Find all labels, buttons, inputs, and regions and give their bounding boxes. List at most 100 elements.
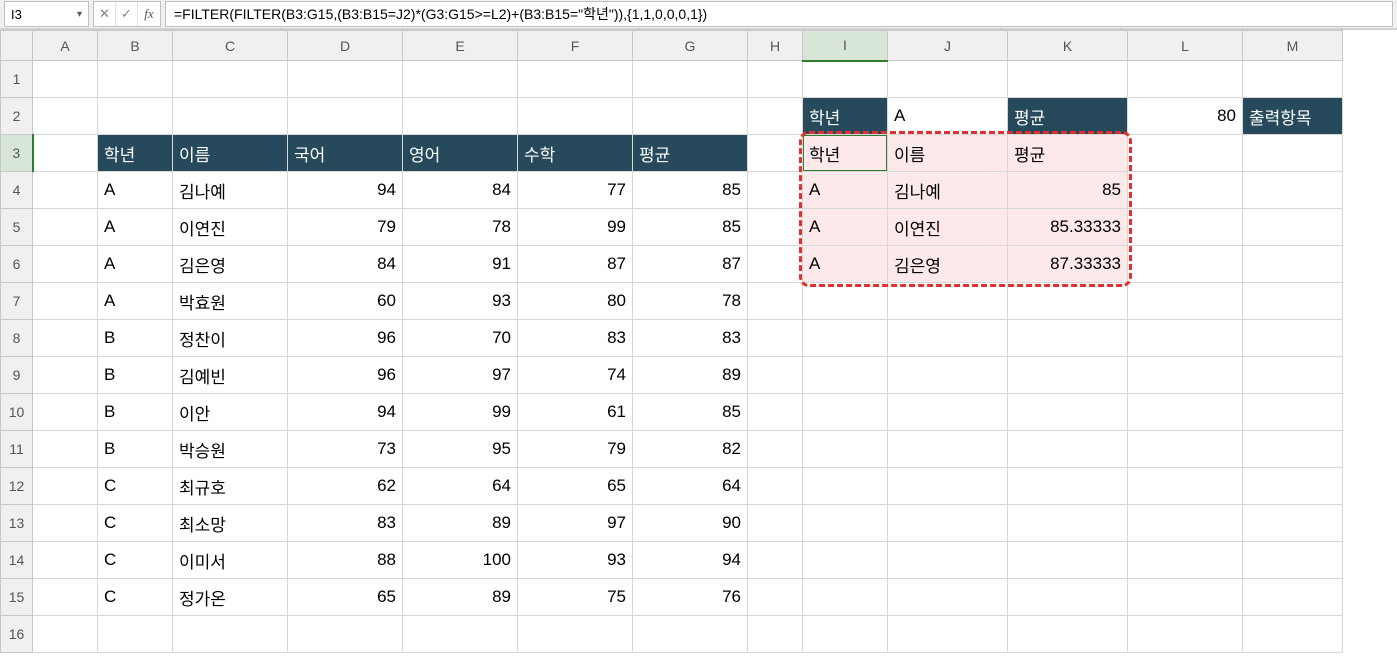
cell[interactable]: 영어 [403,135,518,172]
cell[interactable] [1128,209,1243,246]
cell[interactable]: 89 [403,505,518,542]
cell[interactable]: A [803,209,888,246]
cell[interactable] [33,61,98,98]
cell[interactable]: 99 [518,209,633,246]
cell[interactable]: 최규호 [173,468,288,505]
cell[interactable]: 이름 [888,135,1008,172]
cell[interactable]: 78 [633,283,748,320]
cell[interactable] [748,209,803,246]
cell[interactable]: A [98,172,173,209]
cell[interactable] [1243,209,1343,246]
row-header[interactable]: 5 [1,209,33,246]
cell[interactable]: 97 [518,505,633,542]
cell[interactable]: 95 [403,431,518,468]
row-header[interactable]: 12 [1,468,33,505]
cell[interactable]: C [98,505,173,542]
cancel-icon[interactable]: ✕ [94,2,116,26]
cell[interactable]: C [98,468,173,505]
cell[interactable] [288,61,403,98]
cell[interactable] [748,172,803,209]
cell[interactable]: 이미서 [173,542,288,579]
col-header[interactable]: B [98,31,173,61]
cell[interactable] [1243,357,1343,394]
cell[interactable] [748,98,803,135]
cell[interactable] [33,246,98,283]
cell[interactable]: 평균 [1008,98,1128,135]
cell[interactable]: A [98,209,173,246]
cell[interactable]: 84 [288,246,403,283]
cell[interactable] [1243,542,1343,579]
cell[interactable]: 수학 [518,135,633,172]
cell[interactable]: 97 [403,357,518,394]
cell[interactable] [288,98,403,135]
cell[interactable] [748,135,803,172]
cell[interactable] [803,579,888,616]
cell[interactable] [33,172,98,209]
col-header[interactable]: I [803,31,888,61]
cell[interactable] [1008,283,1128,320]
cell[interactable]: 85 [633,394,748,431]
confirm-icon[interactable]: ✓ [116,2,138,26]
row-header[interactable]: 10 [1,394,33,431]
cell[interactable] [633,616,748,653]
cell[interactable] [403,61,518,98]
cell[interactable] [1008,61,1128,98]
cell[interactable]: 학년 [803,98,888,135]
cell[interactable]: 이연진 [888,209,1008,246]
row-header[interactable]: 3 [1,135,33,172]
cell[interactable] [403,616,518,653]
row-header[interactable]: 16 [1,616,33,653]
cell[interactable] [803,61,888,98]
row-header[interactable]: 15 [1,579,33,616]
cell[interactable]: 이안 [173,394,288,431]
cell[interactable] [1008,320,1128,357]
cell[interactable] [33,98,98,135]
cell[interactable]: 김예빈 [173,357,288,394]
name-box-dropdown-icon[interactable]: ▾ [77,9,82,20]
cell[interactable]: 89 [403,579,518,616]
cell[interactable]: 80 [518,283,633,320]
cell[interactable]: 75 [518,579,633,616]
row-header[interactable]: 6 [1,246,33,283]
cell[interactable] [1243,431,1343,468]
cell[interactable]: 85 [1008,172,1128,209]
cell[interactable]: 이연진 [173,209,288,246]
cell[interactable]: 88 [288,542,403,579]
cell[interactable] [1243,246,1343,283]
cell[interactable]: 64 [633,468,748,505]
cell[interactable] [1008,431,1128,468]
cell[interactable]: 94 [633,542,748,579]
cell[interactable] [748,357,803,394]
cell[interactable]: 정찬이 [173,320,288,357]
spreadsheet-grid[interactable]: A B C D E F G H I J K L M 12학년A평균80출력항목3… [0,30,1397,653]
cell[interactable] [98,616,173,653]
cell[interactable] [1243,468,1343,505]
cell[interactable]: 74 [518,357,633,394]
cell[interactable] [33,431,98,468]
cell[interactable] [1243,579,1343,616]
cell[interactable] [888,61,1008,98]
cell[interactable] [1128,431,1243,468]
col-header[interactable]: F [518,31,633,61]
cell[interactable] [1128,579,1243,616]
cell[interactable]: 79 [518,431,633,468]
col-header[interactable]: K [1008,31,1128,61]
cell[interactable] [1243,394,1343,431]
cell[interactable]: 96 [288,320,403,357]
formula-input[interactable]: =FILTER(FILTER(B3:G15,(B3:B15=J2)*(G3:G1… [165,1,1393,27]
cell[interactable]: 국어 [288,135,403,172]
cell[interactable] [888,579,1008,616]
cell[interactable]: 김나예 [173,172,288,209]
cell[interactable] [1008,394,1128,431]
cell[interactable] [33,283,98,320]
cell[interactable]: 80 [1128,98,1243,135]
cell[interactable]: 62 [288,468,403,505]
cell[interactable]: 70 [403,320,518,357]
cell[interactable] [888,468,1008,505]
col-header[interactable]: D [288,31,403,61]
cell[interactable]: 김은영 [888,246,1008,283]
cell[interactable] [888,283,1008,320]
cell[interactable] [748,505,803,542]
cell[interactable]: 85 [633,209,748,246]
cell[interactable] [1128,394,1243,431]
